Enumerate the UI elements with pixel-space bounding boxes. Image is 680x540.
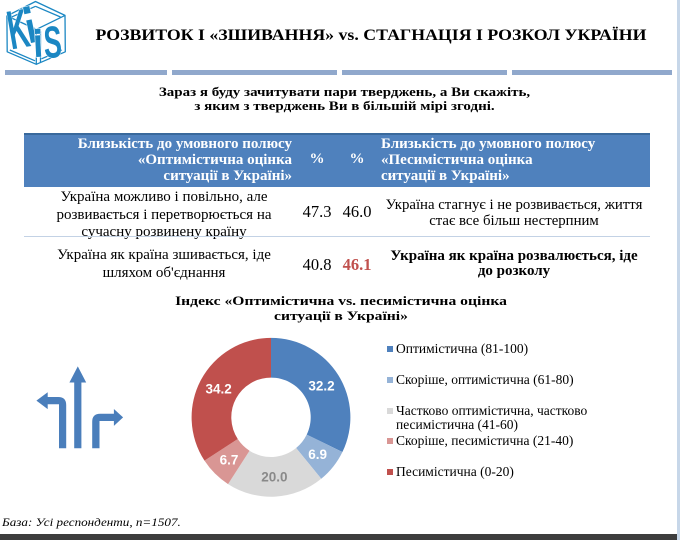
- svg-text:32.2: 32.2: [308, 379, 334, 394]
- svg-text:S: S: [42, 16, 63, 68]
- svg-text:20.0: 20.0: [261, 470, 287, 485]
- svg-text:6.7: 6.7: [220, 452, 239, 467]
- svg-text:6.9: 6.9: [308, 447, 327, 462]
- svg-text:34.2: 34.2: [205, 382, 231, 397]
